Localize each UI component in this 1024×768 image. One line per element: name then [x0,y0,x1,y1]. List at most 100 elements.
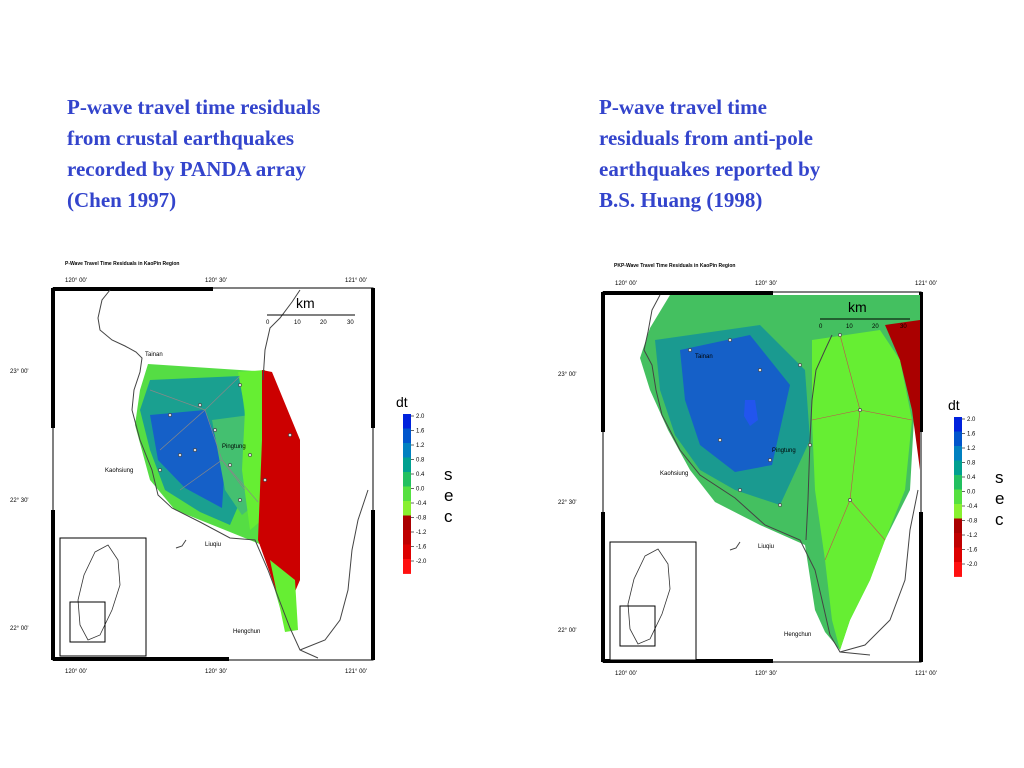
legend-tick: 0.4 [967,475,976,481]
legend-tick: -0.4 [967,504,978,510]
bottom-tick-label: 120° 00' [65,669,87,675]
scale-unit: km [848,299,867,315]
scale-tick: 20 [872,324,879,330]
bottom-tick-label: 121° 00' [345,669,367,675]
place-label: Hengchun [784,632,811,638]
legend-right: dt 2.0 1.6 1.2 0.8 0.4 0.0 -0.4 -0.8 -1.2 -1.6 -2.… [948,397,1004,577]
legend-tick: 0.0 [967,490,976,496]
caption-line: residuals from anti-pole [599,126,813,150]
legend-swatch [954,562,962,577]
scale-tick: 10 [846,324,853,330]
legend-swatch [954,431,962,447]
top-tick-label: 120° 00' [615,281,637,287]
legend-unit: s [444,465,453,484]
legend-swatch [403,486,411,502]
lat-tick-label: 23° 00' [10,369,29,375]
top-tick-label: 120° 00' [65,278,87,284]
top-tick-label: 121° 00' [345,278,367,284]
caption-right: P-wave travel time residuals from anti-p… [599,92,820,216]
legend-swatch [403,428,411,444]
place-label: Liuqiu [758,544,774,550]
legend-swatch [403,530,411,545]
legend-swatch [403,501,411,516]
legend-swatch [403,414,411,429]
legend-swatch [403,559,411,574]
caption-line: earthquakes reported by [599,157,821,181]
legend-swatch [954,446,962,461]
legend-swatch [403,515,411,531]
coastline [97,289,369,659]
residual-map-left: P-Wave Travel Time Residuals in KaoPin R… [10,261,453,675]
legend-swatch [954,417,962,432]
legend-tick: 1.6 [416,429,425,435]
top-tick-label: 120° 30' [755,281,777,287]
map-title: PKP-Wave Travel Time Residuals in KaoPin… [614,263,735,269]
scale-tick: 30 [347,320,354,326]
legend-tick: 1.6 [967,432,976,438]
station-markers [688,333,862,507]
legend-swatch [954,533,962,548]
bottom-tick-label: 120° 00' [615,671,637,677]
legend-unit: e [444,486,453,505]
scale-unit: km [296,295,315,311]
place-label: Kaohsiung [660,471,688,477]
scale-tick: 10 [294,320,301,326]
legend-unit: c [444,507,453,526]
legend-tick: -0.4 [416,501,427,507]
caption-left: P-wave travel time residuals from crusta… [67,92,320,216]
legend-label: dt [396,394,408,410]
caption-line: B.S. Huang (1998) [599,188,763,212]
legend-tick: -1.6 [967,548,978,554]
place-label: Tainan [145,352,163,358]
residual-map-right: PKP-Wave Travel Time Residuals in KaoPin… [558,263,1004,677]
legend-label: dt [948,397,960,413]
place-labels: Tainan Kaohsiung Pingtung Liuqiu Hengchu… [105,352,260,635]
legend-swatch [954,475,962,490]
caption-line: recorded by PANDA array [67,157,306,181]
legend-left: dt 2.0 1.6 1.2 0.8 0.4 0.0 -0.4 -0.8 -1.2 -1.6 -2.… [396,394,453,574]
caption-line: (Chen 1997) [67,188,177,212]
legend-tick: 1.2 [416,443,425,449]
legend-swatch [954,518,962,534]
legend-tick: 2.0 [416,414,425,420]
lat-tick-label: 22° 30' [10,498,29,504]
legend-tick: -1.2 [416,530,427,536]
scale-tick: 0 [819,324,823,330]
place-label: Kaohsiung [105,468,133,474]
bottom-tick-label: 120° 30' [205,669,227,675]
legend-tick: -1.2 [967,533,978,539]
scale-bar: km 0 10 20 30 [266,295,355,326]
legend-tick: -0.8 [416,516,427,522]
lat-tick-label: 22° 00' [558,628,577,634]
place-label: Pingtung [772,448,796,454]
legend-swatch [403,457,411,473]
legend-swatch [403,443,411,458]
fault-lines [149,375,259,503]
lat-tick-label: 23° 00' [558,372,577,378]
legend-unit: c [995,510,1004,529]
place-label: Tainan [695,354,713,360]
legend-tick: 0.8 [967,461,976,467]
legend-tick: 1.2 [967,446,976,452]
place-label: Pingtung [222,444,246,450]
place-label: Liuqiu [205,542,221,548]
caption-line: P-wave travel time [599,95,767,119]
place-labels: Tainan Kaohsiung Pingtung Liuqiu Hengchu… [660,354,811,638]
caption-line: P-wave travel time residuals [67,95,321,119]
place-label: Hengchun [233,629,260,635]
top-tick-label: 121° 00' [915,281,937,287]
legend-swatch [403,544,411,560]
bottom-tick-label: 120° 30' [755,671,777,677]
bottom-tick-label: 121° 00' [915,671,937,677]
legend-swatch [954,547,962,563]
legend-tick: 0.4 [416,472,425,478]
legend-tick: 0.8 [416,458,425,464]
legend-unit: e [995,489,1004,508]
legend-swatch [954,489,962,505]
legend-unit: s [995,468,1004,487]
legend-swatch [954,504,962,519]
legend-tick: -1.6 [416,545,427,551]
inset-map [59,537,147,657]
legend-tick: 0.0 [416,487,425,493]
scale-tick: 30 [900,324,907,330]
